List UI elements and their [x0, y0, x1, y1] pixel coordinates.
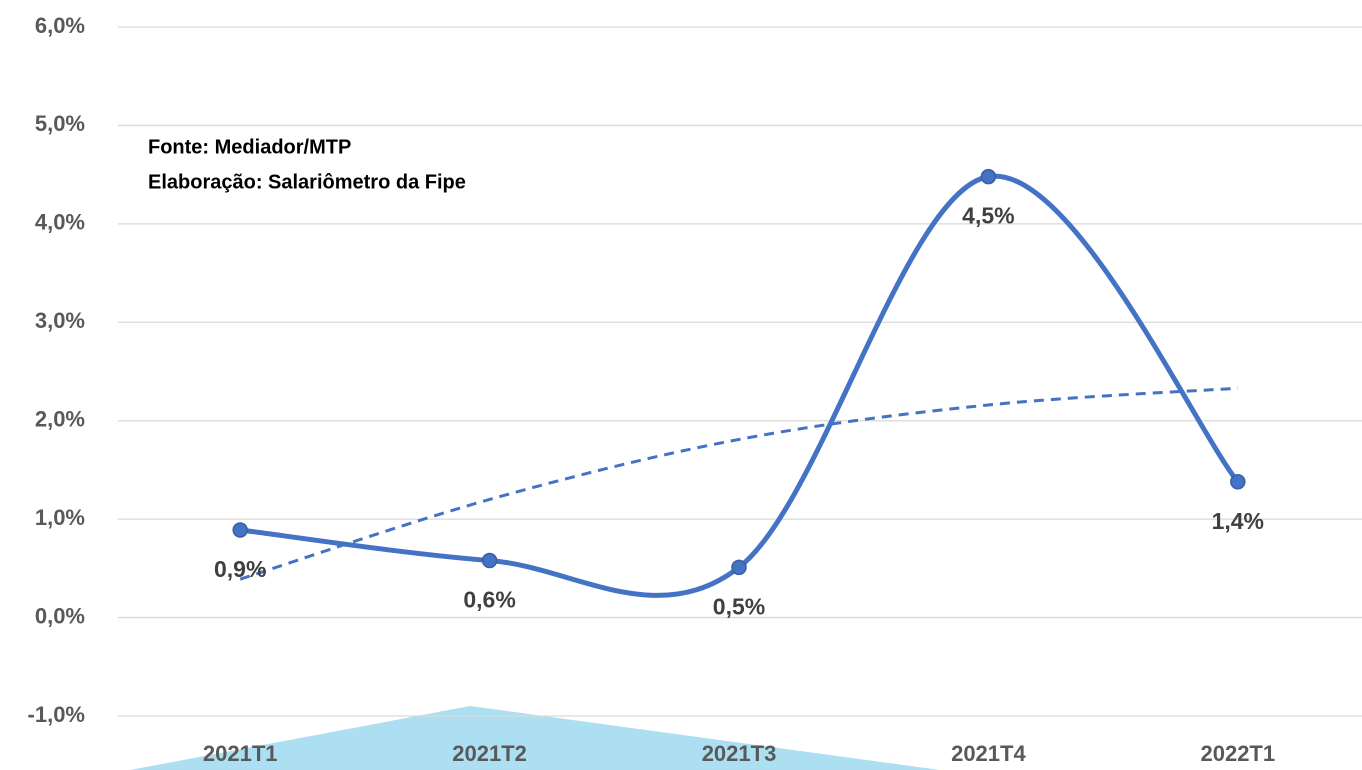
y-tick-label: -1,0% — [28, 702, 85, 727]
y-tick-label: 3,0% — [35, 308, 85, 333]
annotation: Elaboração: Salariômetro da Fipe — [148, 171, 466, 193]
data-label: 4,5% — [962, 203, 1014, 229]
data-label: 1,4% — [1212, 508, 1264, 534]
x-tick-label: 2021T4 — [951, 741, 1026, 766]
decorative-shape — [130, 706, 940, 770]
data-label: 0,6% — [463, 587, 515, 613]
marker — [232, 522, 248, 538]
annotation: Fonte: Mediador/MTP — [148, 136, 351, 158]
y-tick-label: 0,0% — [35, 603, 85, 628]
y-tick-label: 1,0% — [35, 505, 85, 530]
trendline — [239, 386, 1238, 581]
x-tick-label: 2022T1 — [1200, 741, 1275, 766]
marker — [1230, 473, 1246, 490]
marker — [731, 559, 747, 576]
data-label: 0,5% — [713, 593, 765, 619]
x-tick-label: 2021T3 — [702, 741, 777, 766]
y-tick-label: 2,0% — [35, 407, 85, 432]
x-tick-label: 2021T2 — [452, 741, 527, 766]
y-tick-label: 5,0% — [35, 111, 85, 136]
marker — [980, 168, 997, 185]
y-tick-label: 4,0% — [35, 210, 85, 235]
marker — [481, 552, 498, 569]
x-tick-label: 2021T1 — [203, 741, 278, 766]
y-tick-label: 6,0% — [35, 13, 85, 38]
line — [239, 173, 1240, 598]
data-label: 0,9% — [214, 556, 266, 582]
